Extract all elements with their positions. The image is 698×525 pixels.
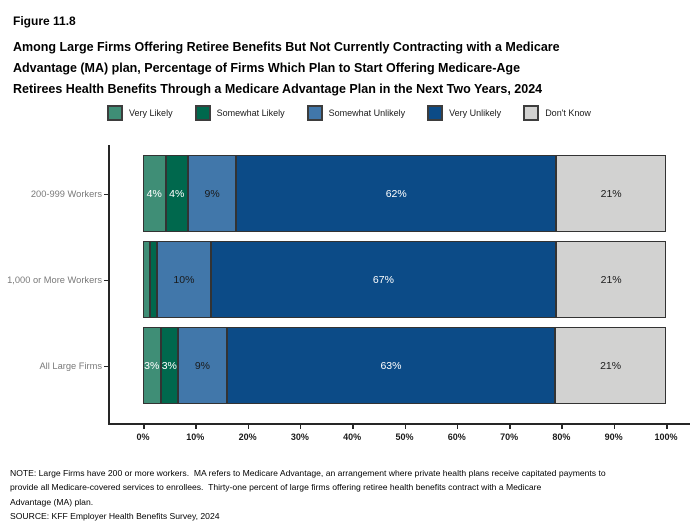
category-label: All Large Firms [39,360,102,371]
x-axis-tick-label: 10% [186,432,205,442]
x-axis-tick [143,425,145,429]
x-axis-tick [195,425,197,429]
figure-title-line: Among Large Firms Offering Retiree Benef… [13,40,560,54]
x-axis-tick-label: 90% [604,432,623,442]
legend-item: Very Unlikely [427,105,501,121]
x-axis-tick [666,425,668,429]
x-axis-tick-label: 20% [238,432,257,442]
bar-segment-value: 67% [372,273,394,286]
source-line: SOURCE: KFF Employer Health Benefits Sur… [10,511,220,522]
legend-item: Somewhat Likely [194,105,285,121]
bar-segment: 63% [226,327,556,404]
bar-segment: 4% [143,155,166,232]
x-axis-tick [247,425,250,429]
bar-segment: 67% [210,241,557,318]
bar-segment: 9% [188,155,237,232]
legend-label: Somewhat Unlikely [328,108,406,118]
figure-title-line: Advantage (MA) plan, Percentage of Firms… [13,61,521,75]
x-axis-tick [404,425,406,429]
category-label: 200-999 Workers [30,188,102,199]
figure-number: Figure 11.8 [13,14,76,28]
note-line: NOTE: Large Firms have 200 or more worke… [10,468,606,478]
bar-segment [143,241,151,318]
figure-title-line: Retirees Health Benefits Through a Medic… [13,82,543,96]
x-axis-tick [613,425,616,429]
x-axis-tick-label: 60% [447,432,466,442]
bar-segment-value: 63% [380,359,402,372]
note-line: Advantage (MA) plan. [10,496,94,507]
x-axis-tick-label: 50% [395,432,414,442]
x-axis-tick [561,425,563,429]
x-axis-tick [509,425,511,429]
bar-segment-value: 10% [173,273,195,286]
x-axis-tick-label: 30% [290,432,309,442]
bar-segment: 4% [165,155,189,232]
bar-segment: 62% [236,155,557,232]
bar-segment [150,241,158,318]
chart-notes: NOTE: Large Firms have 200 or more worke… [10,466,694,524]
bar-segment-value: 3% [161,359,177,372]
legend-label: Very Likely [129,108,173,118]
bar-segment-value: 4% [146,187,162,200]
x-axis-tick [352,425,354,429]
x-axis-tick-label: 80% [552,432,571,442]
bar-segment: 9% [178,327,227,404]
legend-label: Very Unlikely [449,108,502,118]
legend-label: Somewhat Likely [216,108,285,118]
bar-segment: 3% [143,327,161,404]
stacked-bar-chart: 200-999 Workers 4% 4% 9% 62% 21% 1,000 or More… [0,145,698,445]
legend-label: Don't Know [545,108,591,118]
bar-segment-value: 9% [204,187,220,200]
x-axis-tick-label: 0% [136,432,150,442]
x-axis-line [108,423,690,425]
legend-swatch-icon [427,105,444,121]
bar-segment: 21% [556,241,666,318]
legend-item: Don't Know [523,105,591,121]
y-axis-tick [104,365,108,367]
y-axis-line [108,145,110,424]
y-axis-tick [104,279,108,281]
legend-swatch-icon [107,105,124,121]
x-axis-tick-label: 100% [654,432,678,442]
x-axis-tick-label: 40% [343,432,362,442]
legend-swatch-icon [523,105,540,121]
note-line: provide all Medicare-covered services to… [10,482,542,493]
bar-segment-value: 21% [600,273,622,286]
bar-segment: 21% [555,327,666,404]
category-label: 1,000 or More Workers [7,274,102,285]
legend-item: Somewhat Unlikely [306,105,406,121]
stacked-bar: 4% 4% 9% 62% 21% [143,155,666,232]
bar-segment-value: 21% [600,359,622,372]
bar-segment-value: 3% [144,359,160,372]
figure-header: Figure 11.8 Among Large Firms Offering R… [13,14,685,100]
x-axis-tick-label: 70% [500,432,519,442]
bar-segment: 3% [160,327,179,404]
stacked-bar: 3% 3% 9% 63% 21% [143,327,666,404]
chart-legend: Very Likely Somewhat Likely Somewhat Unlik… [0,105,698,121]
y-axis-tick [104,193,108,195]
bar-segment: 10% [157,241,211,318]
bar-segment-value: 4% [169,187,185,200]
bar-segment-value: 9% [194,359,210,372]
x-axis-tick [299,425,302,429]
bar-segment-value: 62% [385,187,407,200]
bar-segment: 21% [556,155,666,232]
bar-segment-value: 21% [600,187,622,200]
figure-title: Among Large Firms Offering Retiree Benef… [13,37,685,100]
x-axis-tick [456,425,459,429]
stacked-bar: 10% 67% 21% [143,241,666,318]
legend-swatch-icon [306,105,323,121]
legend-swatch-icon [194,105,211,121]
legend-item: Very Likely [107,105,173,121]
